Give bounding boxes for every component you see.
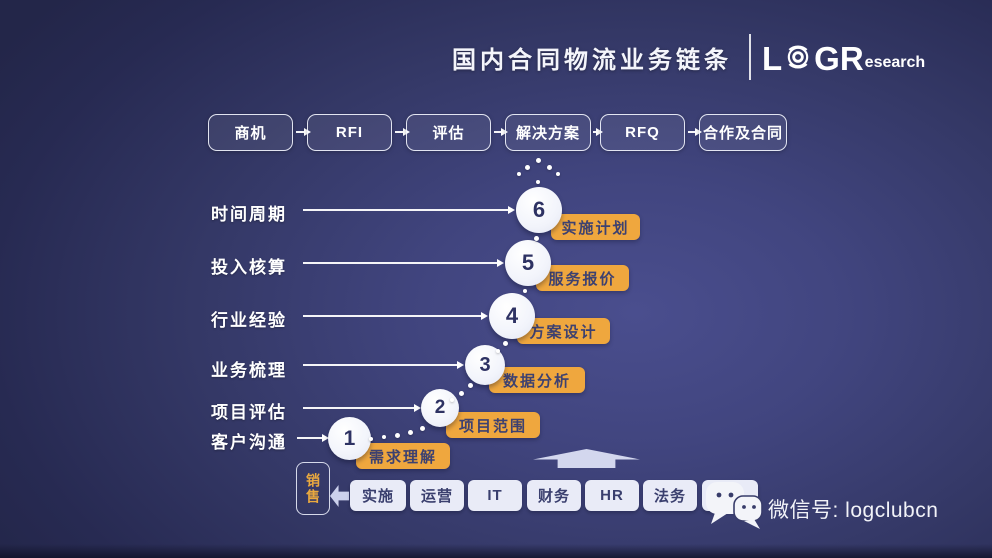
logo-word-research: esearch bbox=[864, 54, 926, 71]
right-arrow-icon bbox=[296, 128, 311, 135]
dept-box-caiwu: 财务 bbox=[527, 480, 581, 511]
factor-label-4: 行业经验 bbox=[211, 311, 287, 330]
right-arrow-icon bbox=[688, 128, 702, 135]
factor-arrow-1 bbox=[297, 434, 329, 441]
step-tag-1: 需求理解 bbox=[356, 443, 450, 469]
factor-label-5: 投入核算 bbox=[211, 258, 287, 277]
factor-arrow-3 bbox=[303, 361, 464, 368]
header-divider bbox=[749, 34, 751, 80]
chain-step-jiejuefangan: 解决方案 bbox=[505, 114, 591, 151]
step-tag-4: 方案设计 bbox=[517, 318, 610, 344]
factor-arrow-5 bbox=[303, 259, 504, 266]
slide-title: 国内合同物流业务链条 bbox=[452, 47, 732, 74]
factor-arrow-6 bbox=[303, 206, 515, 213]
dept-box-hr: HR bbox=[585, 480, 639, 511]
bottom-shade bbox=[0, 544, 992, 558]
up-block-arrow-icon bbox=[533, 449, 640, 468]
dept-box-it: IT bbox=[468, 480, 522, 511]
factor-label-3: 业务梳理 bbox=[211, 361, 287, 380]
dept-box-yunying: 运营 bbox=[410, 480, 464, 511]
right-arrow-icon bbox=[395, 128, 410, 135]
logresearch-logo: L GR esearch bbox=[762, 38, 925, 80]
right-arrow-icon bbox=[593, 128, 603, 135]
logo-target-icon bbox=[782, 42, 814, 77]
dept-box-shishi: 实施 bbox=[350, 480, 406, 511]
left-block-arrow-icon bbox=[330, 485, 349, 507]
factor-arrow-2 bbox=[303, 404, 421, 411]
right-arrow-icon bbox=[494, 128, 508, 135]
step-circle-4: 4 bbox=[489, 293, 535, 339]
sales-box: 销售 bbox=[296, 462, 330, 515]
sales-label: 销售 bbox=[305, 472, 322, 505]
step-tag-2: 项目范围 bbox=[446, 412, 540, 438]
step-circle-2: 2 bbox=[421, 389, 459, 427]
step-tag-6: 实施计划 bbox=[551, 214, 640, 240]
step-tag-5: 服务报价 bbox=[536, 265, 629, 291]
chain-step-rfq: RFQ bbox=[600, 114, 685, 151]
step-circle-5: 5 bbox=[505, 240, 551, 286]
step-circle-6: 6 bbox=[516, 187, 562, 233]
step-circle-1: 1 bbox=[328, 417, 371, 460]
chain-step-pinggu: 评估 bbox=[406, 114, 491, 151]
wechat-id-text: 微信号: logclubcn bbox=[768, 499, 939, 522]
factor-label-6: 时间周期 bbox=[211, 205, 287, 224]
chain-step-rfi: RFI bbox=[307, 114, 392, 151]
logo-letters-gr: GR bbox=[814, 40, 864, 77]
chain-step-hezuo: 合作及合同 bbox=[699, 114, 787, 151]
factor-arrow-4 bbox=[303, 312, 488, 319]
step-tag-3: 数据分析 bbox=[489, 367, 585, 393]
logo-letter-l: L bbox=[762, 40, 783, 77]
dept-box-fawu: 法务 bbox=[643, 480, 697, 511]
factor-label-2: 项目评估 bbox=[211, 403, 287, 422]
chain-step-shangji: 商机 bbox=[208, 114, 293, 151]
wechat-icon bbox=[704, 478, 766, 535]
factor-label-1: 客户沟通 bbox=[211, 433, 287, 452]
